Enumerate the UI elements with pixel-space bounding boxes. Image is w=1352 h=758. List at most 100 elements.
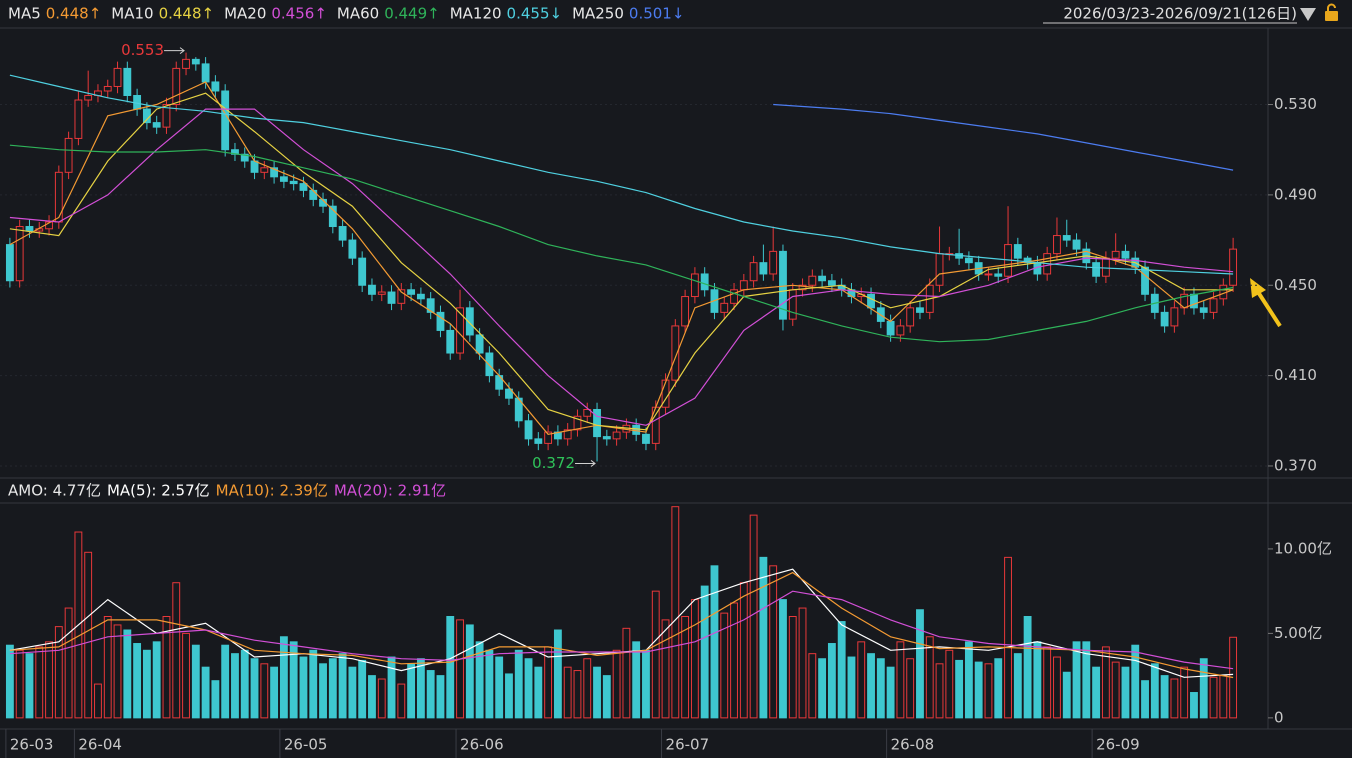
volume-bar	[857, 641, 866, 719]
volume-bar	[847, 656, 856, 719]
volume-bar	[730, 602, 738, 719]
volume-bar	[1082, 641, 1091, 719]
volume-bar	[700, 585, 709, 719]
legend-entry: MA(5): 2.57亿	[107, 482, 210, 500]
lock-icon[interactable]	[1325, 3, 1338, 22]
volume-bar	[45, 641, 53, 719]
candle-body	[407, 289, 416, 295]
candle-body	[338, 226, 347, 241]
volume-title: AMO: 4.77亿	[8, 482, 101, 500]
volume-bar	[231, 653, 239, 719]
lock-body	[1325, 11, 1338, 21]
candle-body	[1199, 307, 1208, 313]
extreme-arrowhead	[179, 47, 185, 54]
volume-bar	[103, 616, 112, 719]
volume-bar	[974, 661, 983, 719]
volume-bar	[485, 649, 494, 719]
candle-body	[544, 431, 553, 444]
candle-body	[505, 388, 513, 399]
candle-body	[15, 226, 24, 282]
candle-body	[749, 262, 758, 282]
candle-body	[328, 205, 337, 228]
x-tick-label: 26-03	[10, 736, 54, 754]
candle-body	[994, 273, 1003, 277]
candle-body	[191, 58, 200, 65]
candle-body	[788, 289, 797, 320]
x-tick-label: 26-05	[284, 736, 328, 754]
candle-body	[54, 171, 63, 223]
candle-body	[1111, 250, 1120, 259]
legend-name: MA60	[337, 5, 379, 23]
volume-bar	[739, 582, 748, 719]
candle-body	[612, 431, 621, 440]
volume-bar	[642, 649, 650, 719]
legend-entry: MA(10): 2.39亿	[216, 482, 328, 500]
volume-bar	[759, 556, 768, 719]
volume-bar	[123, 629, 132, 719]
volume-bar	[769, 565, 778, 719]
candle-body	[142, 108, 151, 124]
volume-bar	[475, 641, 484, 719]
volume-bar	[710, 565, 719, 719]
ma-line	[773, 103, 1234, 171]
candle-body	[1062, 235, 1071, 241]
volume-bar	[64, 607, 73, 719]
candle-body	[240, 153, 249, 162]
volume-bar	[1062, 671, 1071, 719]
candle-body	[642, 433, 650, 444]
extreme-arrowhead	[590, 460, 596, 467]
candle-body	[436, 311, 445, 331]
volume-bar	[368, 675, 376, 719]
volume-bar	[15, 649, 24, 719]
volume-bar	[671, 506, 680, 719]
volume-bar	[172, 582, 181, 719]
volume-bar	[416, 658, 425, 719]
y-tick-label: 5.00亿	[1274, 624, 1322, 642]
volume-bar	[446, 616, 455, 719]
candle-body	[906, 307, 915, 327]
volume-bar	[886, 666, 895, 719]
volume-bar	[182, 632, 190, 719]
candle-body	[534, 438, 543, 444]
volume-bar	[534, 666, 543, 719]
legend-value: 0.456↑	[271, 5, 327, 23]
volume-bar	[1229, 636, 1238, 719]
volume-bar	[1023, 616, 1032, 719]
volume-bar	[1033, 641, 1042, 719]
volume-bar	[1101, 646, 1110, 719]
candle-body	[593, 408, 601, 438]
y-tick-label: 0.530	[1274, 95, 1317, 113]
volume-bar	[328, 658, 337, 719]
volume-bar	[1131, 644, 1140, 719]
candle-body	[211, 81, 220, 92]
y-tick-label: 10.00亿	[1274, 539, 1332, 557]
volume-bar	[94, 683, 102, 719]
volume-bar	[338, 653, 347, 719]
candle-body	[720, 302, 729, 313]
dropdown-icon[interactable]	[1300, 8, 1316, 21]
volume-bar	[113, 624, 122, 719]
volume-bar	[133, 643, 142, 719]
volume-bar	[1141, 680, 1149, 719]
date-range[interactable]: 2026/03/23-2026/09/21(126日)	[1063, 5, 1297, 23]
lock-shackle	[1327, 3, 1336, 11]
candle-body	[25, 226, 34, 232]
ma-line	[9, 571, 1234, 679]
x-tick-label: 26-07	[666, 736, 710, 754]
volume-bar	[260, 663, 269, 719]
volume-bar	[152, 641, 161, 719]
pointer-arrow	[1250, 278, 1282, 328]
candle-body	[387, 291, 396, 304]
volume-bar	[407, 663, 416, 719]
volume-bar	[720, 612, 729, 719]
volume-bar	[573, 670, 582, 719]
candle-body	[1121, 250, 1130, 259]
candle-body	[260, 167, 269, 173]
volume-bar	[1121, 666, 1130, 719]
volume-bar	[749, 514, 758, 719]
x-tick-label: 26-08	[891, 736, 935, 754]
arrow-shaft	[1256, 290, 1282, 328]
candle-body	[1072, 239, 1081, 250]
volume-bar	[201, 666, 210, 719]
